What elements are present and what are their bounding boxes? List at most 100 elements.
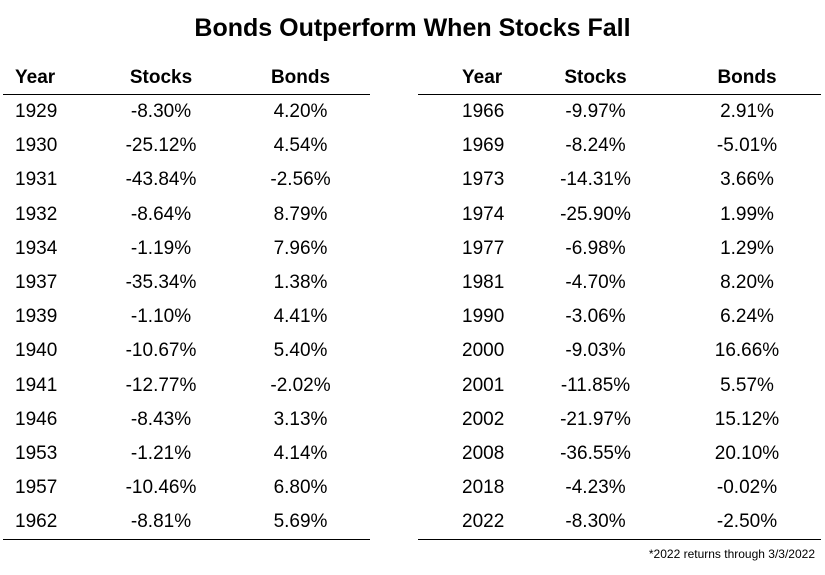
cell-stocks: -3.06% [565,306,626,328]
cell-year: 1931 [15,169,58,191]
header-stocks: Stocks [91,62,231,95]
table-row: 2022 -8.30% -2.50% [418,505,821,541]
cell-stocks: -8.24% [565,135,626,157]
cell-stocks: -6.98% [565,237,626,259]
header-year: Year [3,62,91,95]
cell-bonds: 16.66% [714,340,780,362]
table-row: 2000 -9.03% 16.66% [418,334,821,368]
cell-year: 1977 [462,237,505,259]
cell-year: 1953 [15,442,58,464]
cell-stocks: -10.46% [125,477,197,499]
cell-bonds: 2.91% [720,101,774,123]
cell-year: 2022 [418,505,518,541]
table-row: 2008 -36.55% 20.10% [418,437,821,471]
cell-bonds: 1.29% [720,237,774,259]
table-row: 1934 -1.19% 7.96% [3,232,370,266]
cell-bonds: 5.40% [273,340,328,362]
cell-year: 2002 [462,408,505,430]
cell-bonds: 3.66% [720,169,774,191]
cell-stocks: -12.77% [125,374,197,396]
table-body-right: 1966 -9.97% 2.91% 1969 -8.24% -5.01% 1973 -14.3… [418,95,821,541]
cell-bonds: 5.57% [720,374,774,396]
cell-bonds: 20.10% [714,442,780,464]
table-row: 1969 -8.24% -5.01% [418,129,821,163]
table-row: 1937 -35.34% 1.38% [3,266,370,300]
returns-table-left: Year Stocks Bonds 1929 -8.30% 4.20% 1930 -25… [3,62,370,541]
cell-bonds: 4.41% [273,306,328,328]
cell-bonds: 1.38% [273,272,328,294]
cell-year: 2008 [462,442,505,464]
table-row: 1931 -43.84% -2.56% [3,163,370,197]
cell-year: 1937 [15,272,58,294]
table-row: 1953 -1.21% 4.14% [3,437,370,471]
table-row: 1946 -8.43% 3.13% [3,403,370,437]
footnote: *2022 returns through 3/3/2022 [648,547,815,561]
header-stocks: Stocks [518,62,673,95]
cell-stocks: -35.34% [125,272,197,294]
cell-bonds: -2.02% [270,374,331,396]
cell-year: 1929 [15,101,58,123]
returns-table-right: Year Stocks Bonds 1966 -9.97% 2.91% 1969 -8.… [418,62,821,541]
cell-stocks: -36.55% [560,442,631,464]
cell-stocks: -8.30% [518,505,673,541]
table-row: 1957 -10.46% 6.80% [3,471,370,505]
cell-bonds: -0.02% [716,477,778,499]
cell-stocks: -1.10% [130,306,192,328]
cell-stocks: -25.12% [125,135,197,157]
chart-title: Bonds Outperform When Stocks Fall [194,14,631,42]
table-row: 1930 -25.12% 4.54% [3,129,370,163]
cell-year: 1939 [15,306,58,328]
cell-stocks: -1.19% [130,237,192,259]
cell-stocks: -21.97% [560,408,631,430]
table-row: 1940 -10.67% 5.40% [3,334,370,368]
cell-bonds: 6.80% [273,477,328,499]
header-bonds: Bonds [231,62,370,95]
cell-stocks: -9.03% [565,340,626,362]
cell-year: 1962 [3,505,91,541]
cell-bonds: 4.14% [273,442,328,464]
cell-bonds: 8.79% [273,203,328,225]
cell-bonds: 8.20% [720,272,774,294]
cell-year: 1969 [462,135,505,157]
table-row: 1973 -14.31% 3.66% [418,163,821,197]
table-body-left: 1929 -8.30% 4.20% 1930 -25.12% 4.54% 1931 -43.8… [3,95,370,541]
cell-year: 1957 [15,477,58,499]
cell-stocks: -8.64% [130,203,192,225]
cell-bonds: -5.01% [716,135,778,157]
cell-stocks: -4.23% [565,477,626,499]
cell-stocks: -8.30% [130,101,192,123]
table-row: 1941 -12.77% -2.02% [3,369,370,403]
cell-bonds: 1.99% [720,203,774,225]
table-row: 1974 -25.90% 1.99% [418,198,821,232]
cell-year: 1946 [15,408,58,430]
cell-year: 1941 [15,374,58,396]
table-row: 1977 -6.98% 1.29% [418,232,821,266]
cell-stocks: -4.70% [565,272,626,294]
cell-stocks: -8.81% [91,505,231,541]
cell-stocks: -8.43% [130,408,192,430]
cell-bonds: -2.50% [673,505,821,541]
header-year: Year [418,62,518,95]
table-row: 1966 -9.97% 2.91% [418,95,821,130]
cell-bonds: 7.96% [273,237,328,259]
cell-bonds: 3.13% [273,408,328,430]
table-row: 1929 -8.30% 4.20% [3,95,370,130]
cell-bonds: -2.56% [270,169,331,191]
cell-year: 1934 [15,237,58,259]
table-row: 1990 -3.06% 6.24% [418,300,821,334]
cell-stocks: -1.21% [130,442,192,464]
cell-year: 2000 [462,340,505,362]
cell-year: 1974 [462,203,505,225]
cell-stocks: -9.97% [565,101,626,123]
cell-stocks: -10.67% [125,340,197,362]
table-row: 1939 -1.10% 4.41% [3,300,370,334]
table-row: 2018 -4.23% -0.02% [418,471,821,505]
cell-stocks: -43.84% [125,169,197,191]
table-row: 1932 -8.64% 8.79% [3,198,370,232]
cell-bonds: 4.20% [273,101,328,123]
cell-bonds: 4.54% [273,135,328,157]
table-row: 2002 -21.97% 15.12% [418,403,821,437]
cell-year: 1930 [15,135,58,157]
cell-bonds: 15.12% [714,408,780,430]
cell-year: 1932 [15,203,58,225]
